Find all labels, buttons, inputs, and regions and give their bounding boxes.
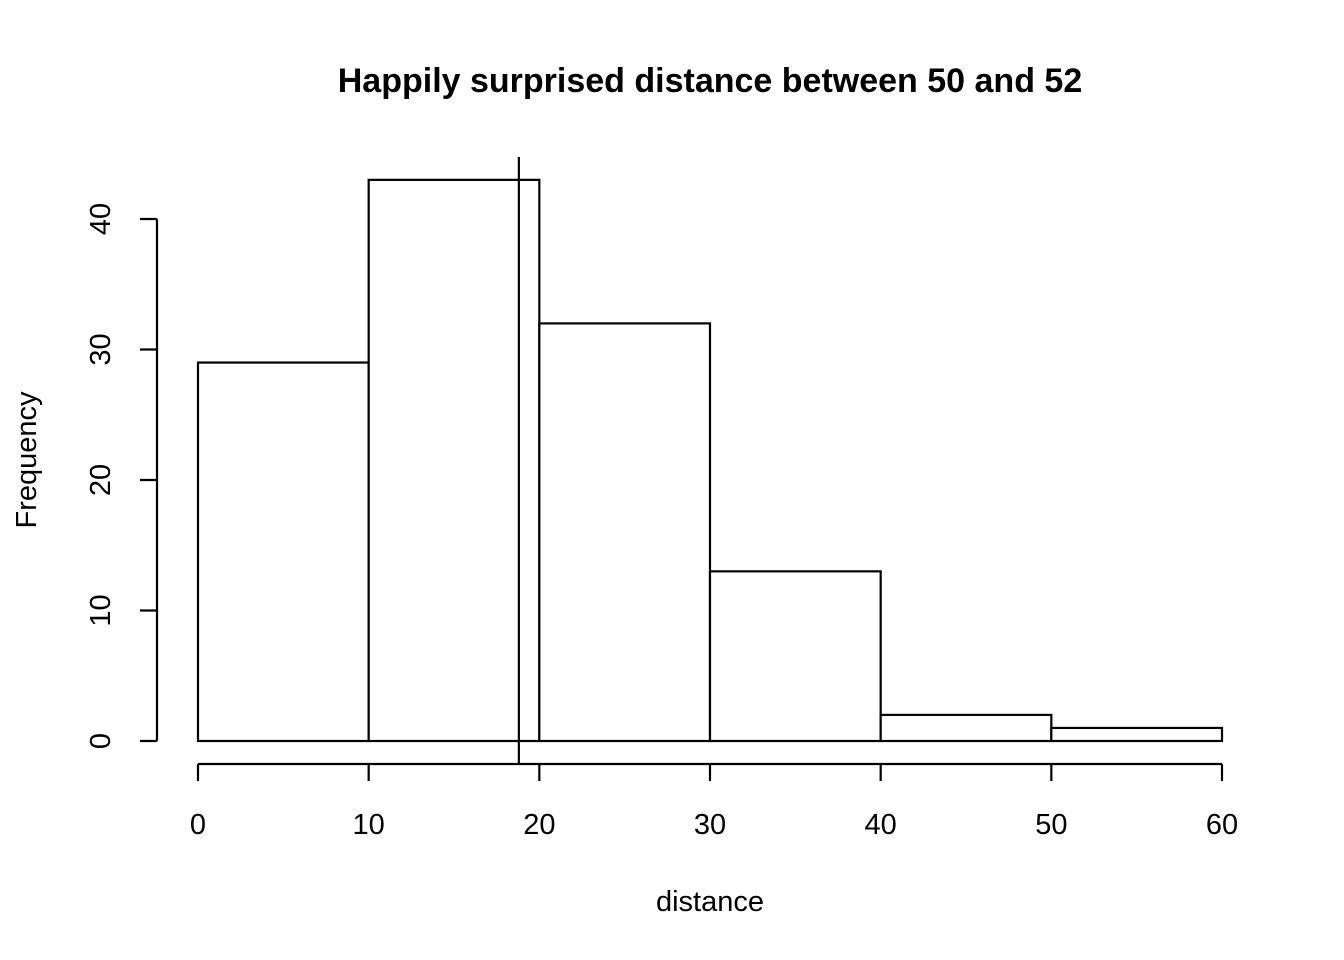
y-tick-label-40: 40 bbox=[85, 203, 117, 235]
histogram-bar-5 bbox=[1050, 726, 1224, 743]
x-tick-label-40: 40 bbox=[865, 809, 897, 841]
x-tick-label-50: 50 bbox=[1035, 809, 1067, 841]
x-axis: 0 10 20 30 40 50 60 bbox=[190, 762, 1238, 841]
y-tick-label-20: 20 bbox=[85, 464, 117, 496]
x-tick-label-0: 0 bbox=[190, 809, 206, 841]
y-tick-label-30: 30 bbox=[85, 333, 117, 365]
y-tick-label-10: 10 bbox=[85, 594, 117, 626]
y-tick-label-0: 0 bbox=[85, 733, 117, 749]
histogram-bar-2 bbox=[538, 322, 712, 743]
y-axis: 0 10 20 30 40 bbox=[85, 203, 159, 749]
x-tick-label-30: 30 bbox=[694, 809, 726, 841]
y-axis-title: Frequency bbox=[11, 391, 43, 529]
histogram-bar-1 bbox=[367, 178, 541, 743]
x-tick-label-20: 20 bbox=[523, 809, 555, 841]
chart-title: Happily surprised distance between 50 an… bbox=[338, 62, 1082, 100]
x-tick-label-10: 10 bbox=[353, 809, 385, 841]
histogram-bar-0 bbox=[196, 361, 370, 743]
histogram-bar-3 bbox=[708, 570, 882, 743]
x-axis-title: distance bbox=[656, 886, 764, 918]
x-tick-label-60: 60 bbox=[1206, 809, 1238, 841]
histogram-bar-4 bbox=[879, 713, 1053, 743]
bars-group bbox=[196, 178, 1224, 743]
